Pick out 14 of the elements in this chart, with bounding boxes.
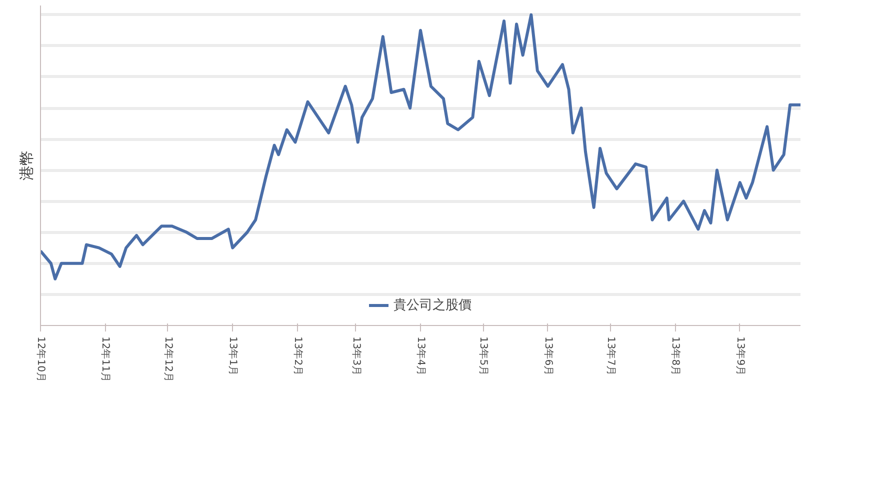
x-tick-label: 12年12月 bbox=[162, 336, 174, 382]
x-tick-label: 13年6月 bbox=[542, 336, 554, 376]
x-tick-label: 12年11月 bbox=[100, 336, 112, 382]
y-axis-title: 港幣 bbox=[18, 150, 36, 180]
x-tick-label: 13年8月 bbox=[670, 336, 682, 376]
x-tick-label: 13年7月 bbox=[605, 336, 617, 376]
x-tick-label: 13年4月 bbox=[415, 336, 427, 376]
x-tick-label: 13年2月 bbox=[292, 336, 304, 376]
x-tick-label: 13年9月 bbox=[734, 336, 746, 376]
x-tick-label: 13年3月 bbox=[350, 336, 362, 376]
x-tick-label: 13年5月 bbox=[478, 336, 490, 376]
x-tick-label: 12年10月 bbox=[35, 336, 47, 382]
x-tick-label: 13年1月 bbox=[227, 336, 240, 376]
legend-label: 貴公司之股價 bbox=[394, 297, 472, 314]
